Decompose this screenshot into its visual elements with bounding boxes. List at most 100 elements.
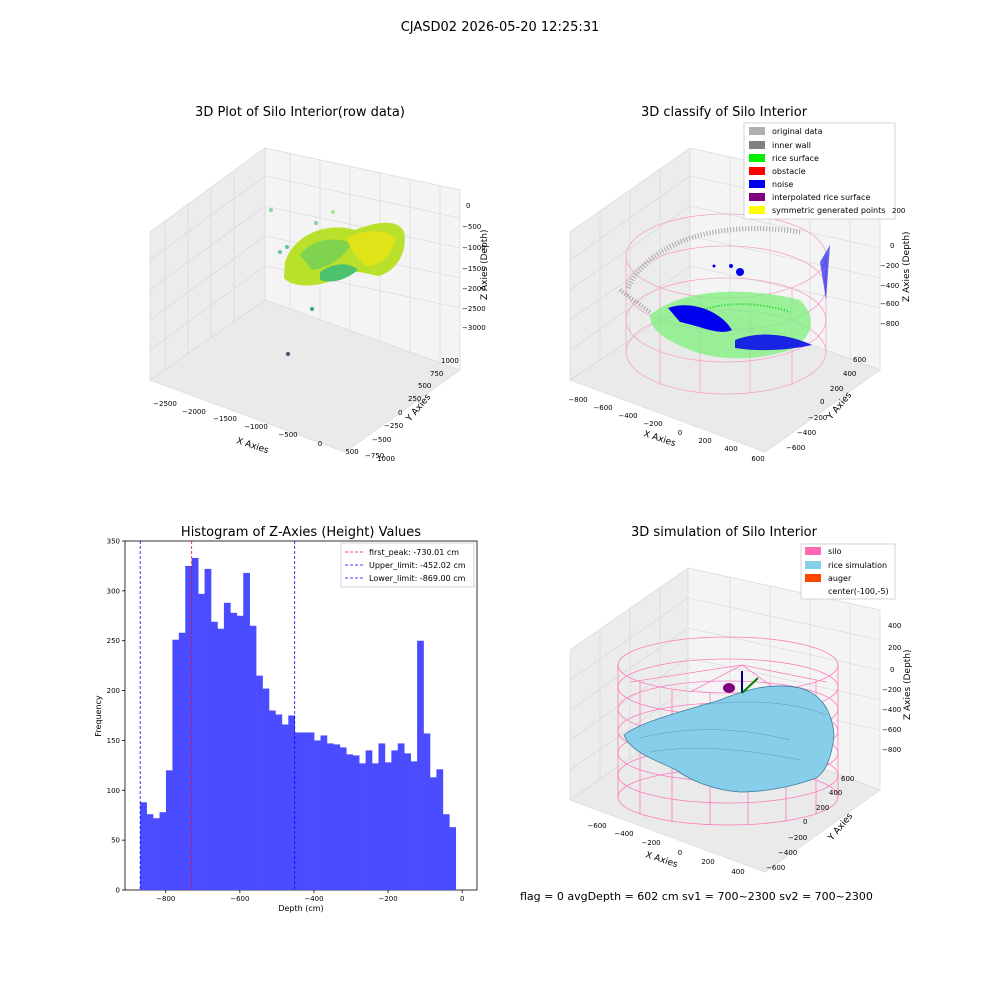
svg-text:400: 400 [829, 789, 842, 797]
histogram-bar [185, 565, 193, 890]
simulation-tick-labels: −600 −400 −200 0 200 400 −600 −400 −200 … [587, 622, 901, 876]
histogram-x-ticks: −800 −600 −400 −200 0 [156, 890, 464, 903]
histogram-bar [442, 814, 450, 890]
legend-rice-surface: rice surface [772, 154, 819, 163]
y-tick-label: 100 [107, 787, 120, 795]
histogram-bar [339, 747, 347, 890]
histogram-bar [288, 715, 296, 890]
svg-text:−400: −400 [778, 849, 797, 857]
legend-symmetric-generated-points: symmetric generated points [772, 206, 885, 215]
svg-text:−250: −250 [384, 422, 403, 430]
raw-z-axis-label: Z Axies (Depth) [480, 229, 490, 300]
svg-text:−400: −400 [880, 282, 899, 290]
classify-legend: original data inner wall rice surface ob… [743, 122, 896, 220]
histogram-bar [172, 639, 180, 890]
histogram-bar [211, 621, 218, 890]
simulation-legend: silo rice simulation auger center(-100,-… [800, 543, 896, 600]
histogram-bar [217, 628, 225, 890]
histogram-title: Histogram of Z-Axies (Height) Values [181, 525, 421, 540]
svg-text:−400: −400 [618, 412, 637, 420]
histogram-bar [191, 557, 199, 890]
histogram-bar [384, 762, 392, 890]
svg-text:−200: −200 [788, 834, 807, 842]
histogram-bar [423, 733, 431, 890]
y-tick-label: 50 [111, 837, 120, 845]
svg-text:−600: −600 [880, 300, 899, 308]
histogram-x-axis-label: Depth (cm) [278, 904, 323, 913]
svg-text:750: 750 [430, 370, 443, 378]
svg-text:−1000: −1000 [244, 423, 268, 431]
svg-text:0: 0 [890, 242, 894, 250]
histogram-legend: first_peak: -730.01 cm Upper_limit: -452… [340, 542, 475, 588]
svg-text:−800: −800 [880, 320, 899, 328]
svg-text:600: 600 [853, 356, 866, 364]
svg-text:200: 200 [816, 804, 829, 812]
legend-lower-limit: Lower_limit: -869.00 cm [369, 574, 466, 583]
svg-text:−600: −600 [786, 444, 805, 452]
svg-text:−200: −200 [641, 839, 660, 847]
svg-text:−1000: −1000 [462, 244, 486, 252]
histogram-bar [378, 743, 386, 890]
histogram-reference-lines [139, 541, 296, 890]
svg-text:−800: −800 [568, 396, 587, 404]
histogram-bar [262, 688, 270, 890]
svg-text:200: 200 [698, 437, 711, 445]
legend-auger: auger [828, 574, 852, 583]
svg-text:400: 400 [888, 622, 901, 630]
histogram-bar [326, 743, 334, 890]
histogram-bar [159, 812, 167, 890]
svg-text:−2500: −2500 [153, 400, 177, 408]
histogram-bar [198, 593, 205, 890]
histogram-bar [372, 763, 379, 890]
svg-text:1000: 1000 [441, 357, 459, 365]
svg-text:−400: −400 [797, 429, 816, 437]
y-tick-label: 300 [107, 587, 120, 595]
panel-classify-3d: 3D classify of Silo Interior [568, 105, 912, 463]
svg-text:−500: −500 [372, 436, 391, 444]
legend-center: center(-100,-5) [828, 587, 889, 596]
classify-panel-title: 3D classify of Silo Interior [641, 105, 808, 120]
histogram-bar [178, 632, 186, 890]
svg-text:600: 600 [841, 775, 854, 783]
legend-upper-limit: Upper_limit: -452.02 cm [369, 561, 466, 570]
svg-text:−1500: −1500 [213, 415, 237, 423]
y-tick-label: 350 [107, 538, 120, 546]
histogram-bar [275, 714, 283, 890]
svg-text:−800: −800 [882, 746, 901, 754]
panel-simulation-3d: 3D simulation of Silo Interior [569, 525, 913, 876]
legend-interpolated-rice-surface: interpolated rice surface [772, 193, 870, 202]
y-tick-label: 150 [107, 737, 120, 745]
svg-text:−600: −600 [587, 822, 606, 830]
svg-text:200: 200 [701, 858, 714, 866]
legend-obstacle: obstacle [772, 167, 806, 176]
svg-text:0: 0 [318, 440, 322, 448]
histogram-bar [346, 754, 354, 890]
simulation-z-axis-label: Z Axies (Depth) [903, 649, 913, 720]
svg-text:−2500: −2500 [462, 305, 486, 313]
svg-text:−500: −500 [462, 223, 481, 231]
svg-text:−600: −600 [766, 864, 785, 872]
panel-histogram: Histogram of Z-Axies (Height) Values −80… [94, 525, 478, 913]
classify-z-axis-label: Z Axies (Depth) [902, 231, 912, 302]
histogram-bar [429, 777, 437, 890]
histogram-bar [417, 640, 424, 890]
auger-marker [723, 671, 759, 694]
legend-silo: silo [828, 547, 842, 556]
histogram-bar [307, 732, 315, 890]
histogram-bars [140, 557, 457, 890]
svg-text:0: 0 [678, 429, 682, 437]
histogram-bar [146, 814, 154, 890]
classify-noise [668, 245, 830, 351]
histogram-bar [204, 568, 212, 890]
x-tick-label: 0 [460, 895, 464, 903]
svg-text:0: 0 [678, 849, 682, 857]
x-tick-label: −800 [156, 895, 175, 903]
legend-original-data: original data [772, 127, 823, 136]
histogram-bar [243, 572, 250, 890]
histogram-bar [365, 750, 373, 890]
svg-text:200: 200 [892, 207, 905, 215]
simulation-panel-title: 3D simulation of Silo Interior [631, 525, 818, 540]
svg-text:1000: 1000 [377, 455, 395, 463]
histogram-bar [391, 750, 399, 890]
classify-x-axis-label: X Axies [642, 429, 677, 449]
